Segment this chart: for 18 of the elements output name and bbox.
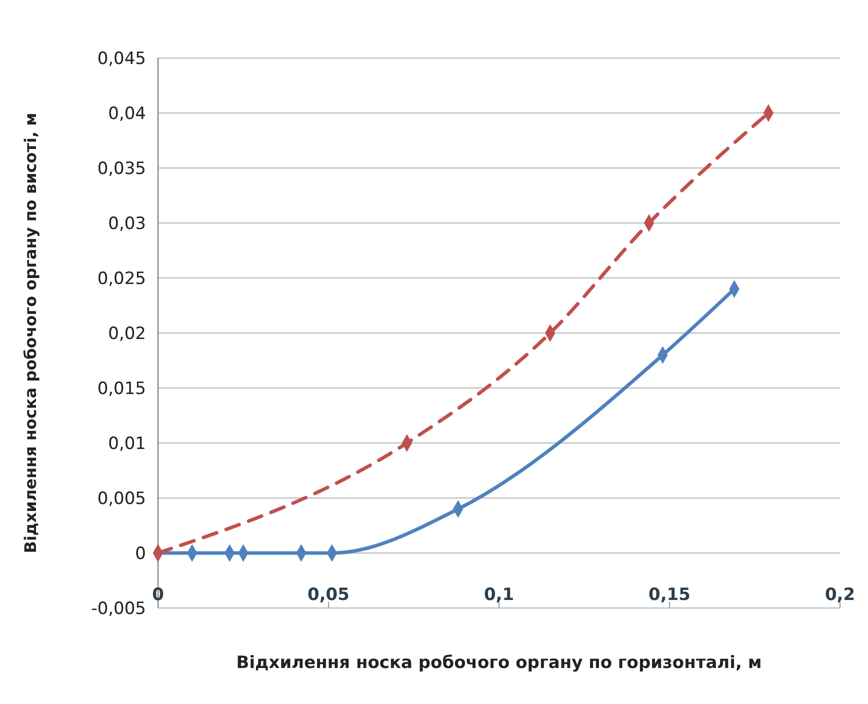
y-axis-title: Відхилення носка робочого органу по висоті, м [21,112,40,554]
y-tick-label: 0,035 [97,158,146,179]
y-tick-label: 0,015 [97,378,146,399]
y-tick-label: 0,01 [108,434,146,454]
y-tick-label: -0,005 [91,598,146,619]
x-tick-label: 0,1 [484,585,514,605]
x-axis-title: Відхилення носка робочого органу по горизонталі, м [236,653,762,673]
y-tick-label: 0,04 [108,104,146,124]
y-tick-label: 0,02 [108,324,146,344]
x-tick-label: 0,2 [824,585,856,605]
y-tick-label: 0,03 [108,214,146,234]
x-tick-label: 0,05 [308,585,350,605]
x-tick-label: 0,15 [648,585,690,605]
x-tick-label: 0 [152,585,164,605]
y-tick-label: 0,025 [97,268,146,289]
y-tick-label: 0 [135,544,146,564]
y-tick-label: 0,045 [97,48,146,69]
y-tick-label: 0,005 [97,488,146,509]
